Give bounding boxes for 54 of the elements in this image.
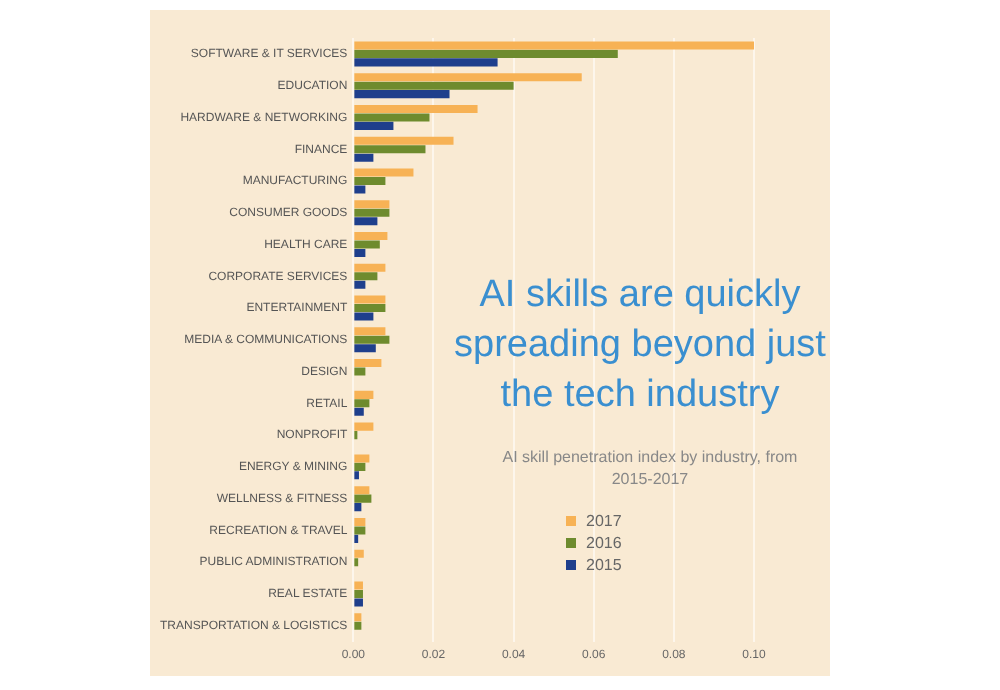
bar (354, 217, 378, 226)
legend-label: 2016 (586, 534, 622, 552)
bar (354, 486, 370, 495)
bar (354, 232, 388, 241)
text: AI skill penetration index by industry, from 2015-2017 (500, 446, 800, 490)
bar (354, 73, 582, 82)
bar (354, 367, 366, 376)
bar (354, 81, 514, 90)
bar (354, 407, 364, 416)
bar (354, 121, 394, 130)
bar (354, 240, 380, 249)
bar (354, 176, 386, 185)
bar (354, 526, 366, 535)
bar (354, 280, 366, 289)
legend-label: 2017 (586, 512, 622, 530)
bar (354, 613, 362, 622)
bar (354, 90, 450, 99)
bar (354, 359, 382, 368)
bar (354, 248, 366, 257)
bar (354, 327, 386, 336)
bar (354, 168, 414, 177)
bar (354, 136, 454, 145)
bar (354, 589, 363, 598)
bar (354, 335, 390, 344)
bar (354, 454, 370, 463)
bar (354, 494, 372, 503)
bar (354, 462, 366, 471)
bar (354, 200, 390, 209)
bar (354, 41, 754, 50)
bar (354, 304, 386, 313)
bar (354, 145, 426, 154)
bar (354, 312, 374, 321)
bar (354, 263, 386, 272)
bar (354, 549, 364, 558)
bar (354, 295, 386, 304)
legend-label: 2015 (586, 556, 622, 574)
text: AI skills are quickly spreading beyond just the tech industry (452, 272, 828, 420)
bar (354, 344, 376, 353)
bar (354, 390, 374, 399)
bar (354, 113, 430, 122)
bar (354, 104, 478, 113)
bar (354, 49, 618, 58)
bar (354, 58, 498, 67)
bar (354, 272, 378, 281)
bar (354, 517, 366, 526)
bar (354, 208, 390, 217)
bar (354, 399, 370, 408)
bar (354, 153, 374, 162)
bar (354, 598, 363, 607)
bar (354, 185, 366, 194)
bar (354, 503, 362, 512)
bar (354, 581, 363, 590)
bar (354, 621, 362, 630)
bar (354, 422, 374, 431)
